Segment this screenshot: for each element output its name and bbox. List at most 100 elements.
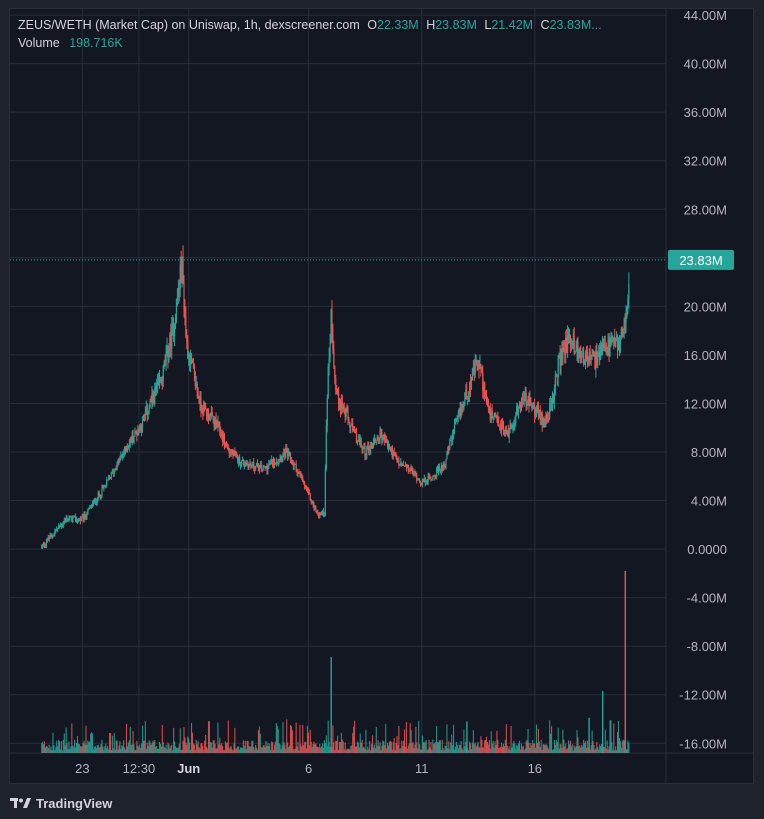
candle-body [94,499,96,503]
candle-body [610,340,612,345]
candle-body [537,407,539,416]
candle-body [75,516,77,522]
candle-body [260,464,262,470]
candle-body [386,439,388,441]
volume-label: Volume [18,36,60,50]
candle-body [95,502,97,503]
candle-body [153,398,155,404]
candle-body [602,343,605,347]
candle-body [436,469,439,473]
price-axis[interactable]: 44.00M 40.00M 36.00M 32.00M 28.00M 20.00M 16.0… [679,8,727,751]
candle-body [296,469,298,474]
candle-body [231,453,233,455]
candle-body [595,350,597,369]
candle-body [59,525,62,527]
candle-body [515,416,517,423]
candle-body [435,469,438,478]
candle-body [71,516,73,522]
candle-body [603,346,605,347]
candle-body [355,432,358,444]
candle-body [557,356,559,378]
candlesticks [41,245,630,549]
candle-body [151,393,153,403]
candle-body [286,448,288,450]
candle-body [201,409,203,411]
candle-body [162,365,164,381]
chart-panel[interactable] [9,8,754,784]
candle-body [127,447,129,449]
candle-body [472,367,474,369]
candle-body [351,423,353,425]
candle-body [568,334,571,336]
candle-body [256,463,259,465]
candle-body [344,409,346,417]
candle-body [321,510,324,513]
candle-body [622,330,624,336]
candle-body [597,356,599,366]
candle-body [504,430,506,432]
candle-body [275,461,277,463]
time-axis[interactable]: 23 12:30 Jun 6 11 16 [75,761,542,776]
candle-body [388,445,391,448]
candle-body [217,421,219,428]
y-tick-label: 32.00M [684,154,727,169]
candle-body [199,397,201,404]
candle-body [346,409,348,413]
candle-body [206,410,209,417]
candle-body [599,351,601,360]
candle-body [136,431,138,436]
candle-body [56,529,58,531]
candle-body [511,426,513,429]
candle-body [313,505,315,508]
candle-body [267,464,269,471]
candle-body [454,422,457,425]
candle-body [437,466,440,473]
candle-body [623,319,625,331]
candle-body [83,514,85,522]
candle-body [123,453,125,456]
legend-close: C23.83M... [540,18,602,32]
candle-body [447,446,449,452]
candle-body [337,388,339,395]
candle-body [403,465,406,467]
candle-body [178,287,180,289]
candle-body [482,371,484,391]
candle-body [585,351,588,355]
candle-body [369,449,371,453]
candle-body [304,482,306,487]
candle-body [583,356,585,364]
candle-body [416,475,418,481]
tradingview-logo[interactable]: TradingView [10,794,112,812]
candle-body [329,342,331,358]
candle-body [308,491,310,494]
candle-body [494,415,496,417]
candle-body [608,340,610,356]
candle-body [301,476,303,478]
candle-body [521,400,523,402]
candle-body [566,337,568,352]
candle-body [484,382,486,398]
candle-body [551,397,554,404]
candle-body [382,436,384,441]
legend-open: O22.33M [367,18,419,32]
candle-body [237,455,239,463]
candle-body [502,426,505,430]
candle-body [84,514,86,518]
candle-body [444,465,446,467]
candle-body [117,460,119,463]
candle-body [552,397,555,403]
candle-body [467,396,469,400]
candle-body [246,463,248,465]
y-tick-label: 0.0000 [687,542,727,557]
candle-body [562,347,564,360]
candle-body [285,448,287,457]
candle-body [469,382,472,389]
candle-body [102,487,104,489]
candle-body [195,383,197,387]
candle-body [74,516,76,517]
candle-body [420,483,423,485]
candle-body [415,472,417,476]
candle-body [541,412,543,426]
candle-body [72,517,74,522]
